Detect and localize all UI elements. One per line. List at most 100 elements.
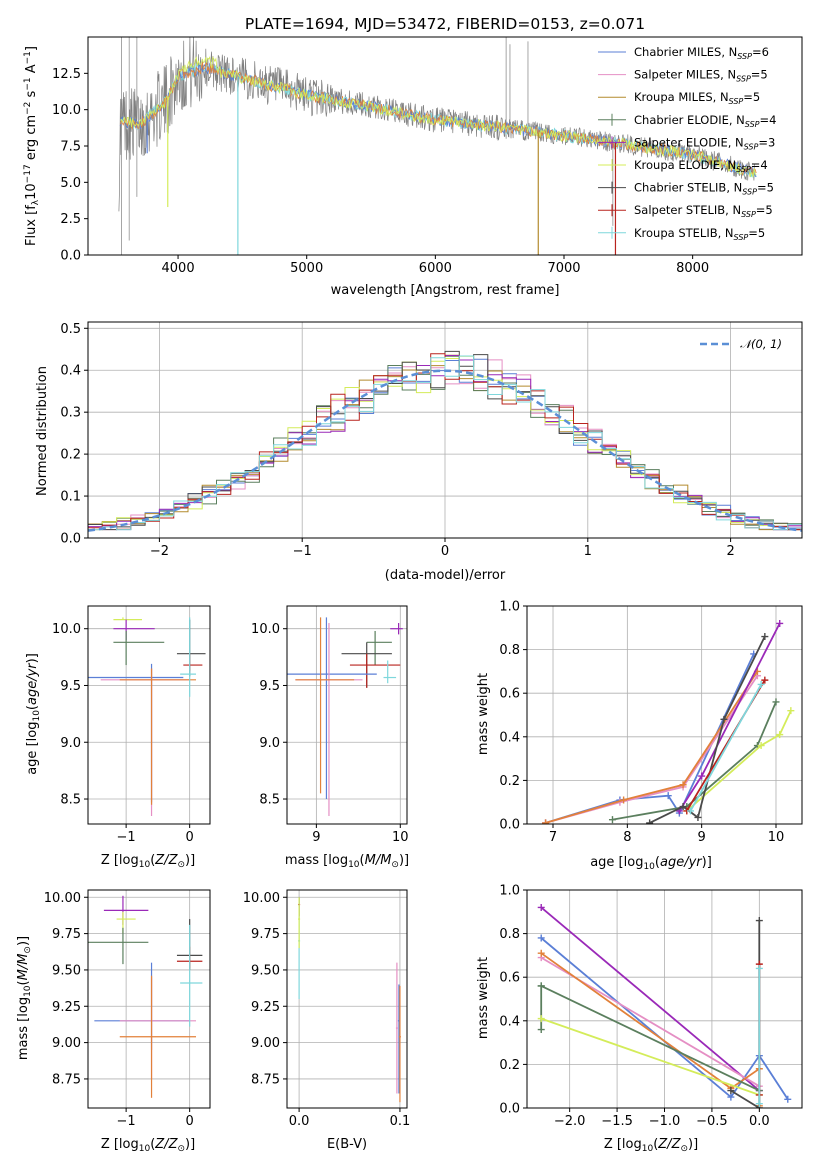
- legend-label: Chabrier STELIB, NSSP=5: [634, 181, 774, 197]
- plot-area: [118, 37, 757, 255]
- x-tick-label: −1.5: [601, 1114, 633, 1129]
- axes-frame: [526, 889, 803, 1109]
- spectrum-ylabel-sup-2: −2: [23, 102, 33, 115]
- mass-weight-marker: [761, 676, 769, 684]
- spectrum-ylabel-sup-3: −1: [23, 77, 33, 90]
- mass-weight-z-marker: [755, 964, 763, 972]
- mass-weight-marker: [776, 731, 784, 739]
- legend-label-text: Kroupa ELODIE, N: [634, 158, 736, 172]
- y-tick-label: 2.5: [60, 212, 81, 227]
- errorbar-cross: [176, 619, 206, 677]
- legend-label-sub: SSP: [742, 188, 757, 197]
- x-tick-label: 5000: [290, 261, 323, 276]
- age-vs-mass-panel: 9 10 8.5 9.0 9.5 10.0: [251, 605, 409, 845]
- gridlines: [88, 890, 210, 1108]
- x-tick-label: −1: [117, 1114, 136, 1129]
- y-tick-label: 10.00: [243, 891, 280, 906]
- y-tick-label: 0.0: [499, 1102, 520, 1117]
- model-spectrum-line: [119, 56, 757, 178]
- legend-label-sub: SSP: [734, 233, 749, 242]
- errorbar-cross: [298, 897, 301, 949]
- spectrum-ylabel-text-3: erg cm: [24, 115, 39, 164]
- errorbar-cross: [180, 924, 203, 1027]
- mass-weight-line: [545, 670, 759, 824]
- mass-weight-line: [545, 653, 755, 824]
- legend-label: Salpeter MILES, NSSP=5: [634, 68, 768, 84]
- legend-label-sub: SSP: [729, 97, 744, 106]
- x-tick-label: 4000: [162, 261, 195, 276]
- mass-weight-marker: [757, 742, 765, 750]
- legend-label-text: Chabrier ELODIE, N: [634, 113, 745, 127]
- residuals-xlabel: (data-model)/error: [385, 568, 506, 583]
- y-tick-label: 0.4: [499, 730, 520, 745]
- y-tick-label: 10.0: [52, 103, 81, 118]
- mass-weight-z-xlabel: Z [log10(Z/Z⊙)]: [604, 1137, 698, 1154]
- mass-weight-marker: [679, 803, 687, 811]
- errorbar-cross: [295, 617, 355, 794]
- x-tick-label: 10: [392, 830, 409, 845]
- y-tick-label: 9.75: [251, 927, 280, 942]
- y-tick-label: 0.2: [60, 448, 81, 463]
- errorbar-cross: [349, 653, 401, 688]
- y-tick-label: 0.2: [499, 1058, 520, 1073]
- mass-weight-z-marker: [537, 982, 545, 990]
- mass-weight-z-ylabel: mass weight: [476, 957, 491, 1039]
- plot-area: [537, 903, 792, 1108]
- y-tick-label: 0.8: [499, 927, 520, 942]
- y-tick-label: 9.25: [52, 1000, 81, 1015]
- legend-label-text: Chabrier STELIB, N: [634, 181, 742, 195]
- spectrum-ylabel-sup-4: −1: [23, 51, 33, 64]
- spectrum-ylabel-text-2: 10: [24, 183, 39, 200]
- errorbar-cross: [183, 653, 203, 671]
- age-vs-mass-xlabel: mass [log10(M/M⊙)]: [285, 853, 409, 870]
- y-tick-label: 5.0: [60, 176, 81, 191]
- legend-label-count: =5: [743, 90, 760, 104]
- x-tick-label: −1: [293, 544, 312, 559]
- y-tick-label: 0.0: [499, 818, 520, 833]
- mass-weight-line: [612, 701, 777, 821]
- errorbar-cross: [295, 623, 363, 817]
- legend-label-sub: SSP: [741, 210, 756, 219]
- y-tick-label: 9.5: [60, 679, 81, 694]
- axes-frame: [87, 321, 803, 539]
- errorbar-cross: [88, 927, 149, 965]
- gridlines: [88, 606, 210, 824]
- legend-label-count: =6: [752, 45, 769, 59]
- y-tick-label: 0.5: [60, 322, 81, 337]
- axes-frame: [526, 605, 803, 825]
- errorbar-cross: [390, 623, 403, 635]
- y-tick-label: 9.50: [251, 963, 280, 978]
- x-tick-label: −1: [117, 830, 136, 845]
- x-tick-label: 10: [768, 830, 785, 845]
- y-tick-label: 0.0: [60, 532, 81, 547]
- mass-weight-vs-z-panel: −2.0 −1.5 −1.0 −0.5 0.0 0.0 0.2 0.4 0.6 0.8 1.0: [499, 884, 803, 1129]
- plot-area: [88, 617, 206, 817]
- y-tick-label: 9.25: [251, 1000, 280, 1015]
- legend-label: Kroupa ELODIE, NSSP=4: [634, 158, 768, 174]
- mass-weight-marker: [776, 619, 784, 627]
- mass-vs-ebv-xlabel: E(B-V): [327, 1137, 367, 1152]
- errorbar-cross: [398, 985, 401, 1103]
- spectrum-ylabel-sup: −17: [23, 164, 33, 183]
- x-tick-label: −2.0: [554, 1114, 586, 1129]
- axes-frame: [286, 605, 408, 825]
- legend-label-text: Chabrier MILES, N: [634, 45, 737, 59]
- x-tick-label: 7000: [547, 261, 580, 276]
- mass-weight-z-line: [540, 1017, 760, 1096]
- legend-label-count: =3: [758, 135, 775, 149]
- errorbar-cross: [119, 668, 197, 805]
- spectrum-panel: PLATE=1694, MJD=53472, FIBERID=0153, z=0…: [23, 15, 803, 298]
- legend-label: Kroupa STELIB, NSSP=5: [634, 226, 765, 242]
- errorbar-cross: [119, 977, 197, 1079]
- mass-weight-line: [689, 684, 762, 812]
- spectrum-xlabel: wavelength [Angstrom, rest frame]: [331, 283, 560, 298]
- mass-weight-line: [686, 710, 792, 812]
- y-tick-label: 9.50: [52, 963, 81, 978]
- legend-label-text: Salpeter MILES, N: [634, 68, 736, 82]
- age-vs-z-panel: −1 0 8.5 9.0 9.5 10.0: [52, 605, 211, 845]
- mass-weight-marker: [761, 633, 769, 641]
- y-tick-label: 7.5: [60, 140, 81, 155]
- legend-label: Chabrier MILES, NSSP=6: [634, 45, 769, 61]
